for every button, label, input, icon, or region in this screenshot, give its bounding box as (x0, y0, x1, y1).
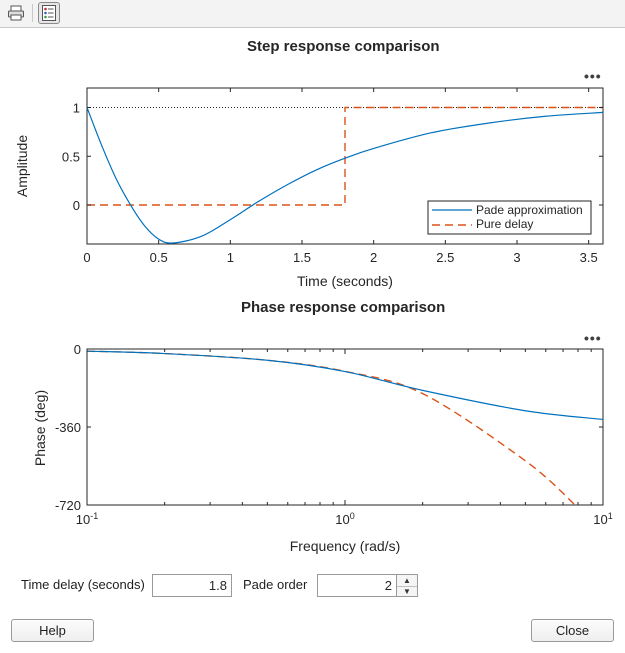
step-xlabel: Time (seconds) (297, 273, 393, 289)
step-ylabel: Amplitude (14, 135, 30, 197)
phase-plot-title: Phase response comparison (241, 299, 446, 316)
step-response-chart: 0 0.5 1 1.5 2 2.5 3 3.5 1 0.5 0 Time (seconds) Am… (14, 87, 604, 289)
pade-order-spinner: ▲ ▼ (396, 574, 418, 597)
legend-label-pade: Pade approximation (476, 203, 583, 217)
step-plot-title: Step response comparison (247, 38, 440, 55)
step-xtick-label: 1 (227, 250, 234, 265)
phase-xlabel: Frequency (rad/s) (290, 538, 400, 554)
time-delay-field[interactable]: 1.8 (152, 574, 232, 597)
spin-up-icon[interactable]: ▲ (397, 575, 417, 587)
pade-order-field[interactable]: 2 (317, 574, 397, 597)
toolbar-separator (32, 4, 33, 22)
legend-box (427, 200, 592, 235)
step-ytick-label: 0.5 (62, 149, 80, 164)
phase-ytick-label: -360 (55, 420, 81, 435)
series-line-pade-approximation-phase (86, 350, 604, 421)
phase-ytick-label: -720 (55, 498, 81, 513)
step-xtick-label: 2.5 (436, 250, 454, 265)
step-ytick-label: 0 (73, 198, 80, 213)
print-icon[interactable] (5, 2, 27, 24)
series-line-pure-delay-phase (86, 350, 576, 506)
step-ytick-label: 1 (73, 101, 80, 116)
phase-axes-box (86, 348, 604, 506)
pade-order-label: Pade order (243, 577, 308, 592)
figure-toolbar (0, 0, 625, 28)
step-legend: Pade approximation Pure delay (427, 200, 592, 235)
phase-xtick-label: 100 (335, 511, 354, 527)
spin-down-icon[interactable]: ▼ (403, 587, 411, 596)
phase-xtick-label: 10-1 (76, 511, 98, 527)
time-delay-label: Time delay (seconds) (21, 577, 145, 592)
help-button[interactable]: Help (11, 619, 94, 642)
series-line-pade-approximation (86, 107, 604, 244)
phase-plot-more-button[interactable]: ••• (584, 330, 602, 346)
series-line-pure-delay (87, 106, 603, 206)
step-xtick-label: 3 (513, 250, 520, 265)
close-button[interactable]: Close (531, 619, 614, 642)
phase-xtick-label: 101 (593, 511, 612, 527)
legend-label-delay: Pure delay (476, 217, 533, 231)
step-xtick-label: 3.5 (580, 250, 598, 265)
property-inspector-icon[interactable] (38, 2, 60, 24)
step-plot-more-button[interactable]: ••• (584, 68, 602, 84)
step-xtick-label: 2 (370, 250, 377, 265)
step-xtick-label: 1.5 (293, 250, 311, 265)
phase-ytick-label: 0 (74, 342, 81, 357)
phase-ylabel: Phase (deg) (32, 390, 48, 466)
step-xtick-label: 0 (83, 250, 90, 265)
step-xtick-label: 0.5 (150, 250, 168, 265)
phase-response-chart: 10-1 100 101 0 -360 -720 Frequency (rad/s) P… (32, 342, 613, 554)
